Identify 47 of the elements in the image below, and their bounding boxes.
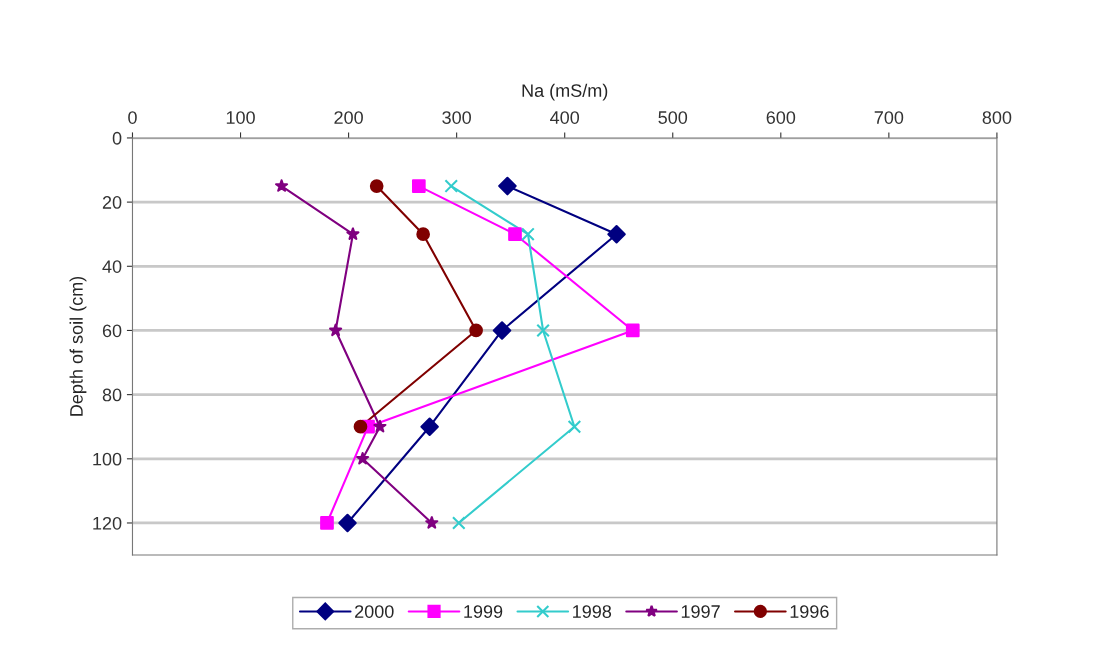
x-tick-label: 200 — [334, 111, 363, 124]
x-tick-label: 400 — [550, 111, 580, 124]
x-tick-label: 100 — [226, 111, 255, 124]
point — [567, 419, 582, 434]
point — [373, 419, 387, 433]
point — [498, 176, 517, 196]
legend-label: 1996 — [790, 605, 829, 618]
point — [356, 451, 370, 465]
legend-label: 2000 — [355, 605, 394, 618]
point — [320, 516, 334, 530]
point — [420, 417, 439, 436]
y-tick-label: 100 — [93, 452, 122, 466]
point — [536, 323, 550, 338]
point — [329, 323, 343, 337]
point — [338, 513, 357, 533]
x-tick-label: 600 — [766, 111, 796, 124]
point — [425, 516, 439, 529]
x-tick-label: 700 — [874, 111, 904, 124]
legend-label: 1997 — [681, 605, 720, 618]
legend-label: 1998 — [573, 605, 612, 618]
point — [521, 227, 535, 242]
point — [353, 419, 368, 434]
point — [369, 179, 384, 193]
point — [469, 323, 483, 338]
y-axis-title: Depth of soil (cm) — [69, 276, 87, 416]
y-tick-label: 80 — [102, 388, 122, 402]
x-tick-label: 300 — [442, 111, 471, 124]
point — [451, 516, 466, 530]
y-tick-label: 120 — [93, 516, 122, 530]
point — [416, 227, 430, 242]
y-tick-label: 0 — [112, 131, 122, 145]
x-tick-label: 0 — [128, 111, 137, 124]
x-axis-title: Na (mS/m) — [522, 83, 608, 101]
y-tick-label: 60 — [102, 324, 122, 338]
x-tick-label: 500 — [658, 111, 688, 124]
y-tick-label: 20 — [102, 196, 122, 209]
point — [444, 179, 459, 193]
point — [411, 179, 426, 193]
legend-label: 1999 — [464, 605, 503, 618]
point — [346, 227, 360, 240]
point — [492, 321, 512, 340]
point — [625, 323, 640, 338]
point — [275, 179, 289, 192]
y-tick-label: 40 — [102, 260, 122, 273]
x-tick-label: 800 — [982, 111, 1012, 124]
point — [607, 224, 626, 244]
point — [508, 227, 522, 242]
